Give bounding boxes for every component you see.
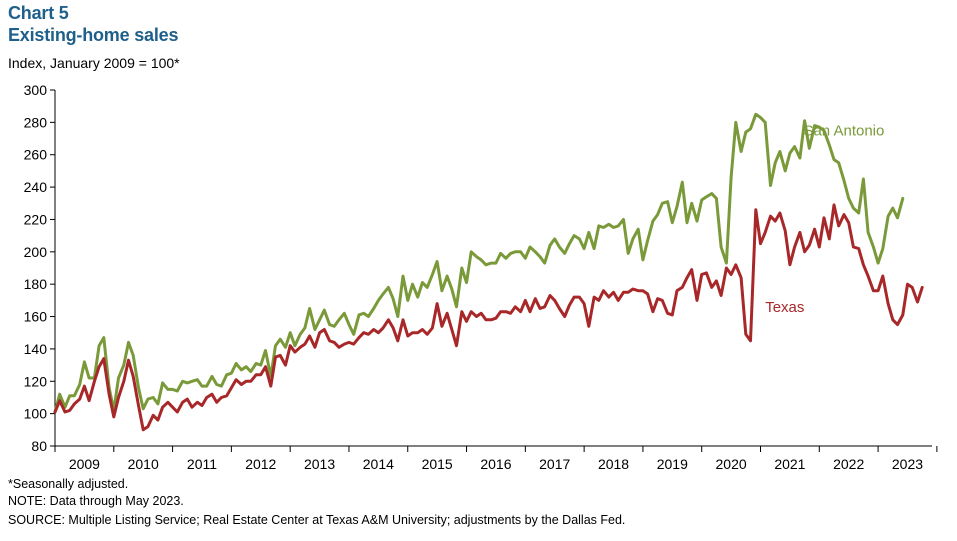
chart-axes bbox=[50, 89, 938, 452]
y-tick-label: 260 bbox=[24, 147, 48, 163]
x-tick-label: 2020 bbox=[716, 456, 747, 472]
x-tick-label: 2014 bbox=[363, 456, 394, 472]
series-label-texas: Texas bbox=[765, 299, 804, 316]
chart-number: Chart 5 bbox=[8, 3, 69, 23]
y-tick-label: 160 bbox=[24, 309, 48, 325]
y-tick-label: 180 bbox=[24, 276, 48, 292]
x-tick-label: 2022 bbox=[833, 456, 864, 472]
y-tick-label: 280 bbox=[24, 114, 48, 130]
series-line-texas bbox=[53, 203, 924, 432]
x-tick-label: 2010 bbox=[128, 456, 159, 472]
x-tick-label: 2013 bbox=[304, 456, 335, 472]
x-tick-label: 2018 bbox=[598, 456, 629, 472]
y-tick-label: 100 bbox=[24, 406, 48, 422]
x-tick-label: 2012 bbox=[245, 456, 276, 472]
x-tick-label: 2017 bbox=[539, 456, 570, 472]
y-tick-labels: 80 100 120 140 160 180 200 220 240 260 280 300 bbox=[24, 82, 48, 454]
x-tick-label: 2023 bbox=[892, 456, 923, 472]
y-tick-label: 200 bbox=[24, 244, 48, 260]
x-tick-label: 2016 bbox=[480, 456, 511, 472]
x-tick-labels: 2009 2010 2011 2012 2013 2014 2015 2016 2017 2018… bbox=[69, 456, 923, 472]
x-tick-label: 2015 bbox=[422, 456, 453, 472]
chart-title: Existing-home sales bbox=[8, 25, 179, 45]
series-lines bbox=[53, 112, 924, 432]
x-tick-label: 2019 bbox=[657, 456, 688, 472]
y-tick-label: 140 bbox=[24, 341, 48, 357]
series-line-san-antonio bbox=[53, 112, 905, 414]
y-tick-label: 300 bbox=[24, 82, 48, 98]
y-axis-label: Index, January 2009 = 100* bbox=[8, 55, 180, 71]
series-labels: San Antonio Texas bbox=[765, 122, 884, 315]
footnote-seasonally-adjusted: *Seasonally adjusted. bbox=[8, 477, 129, 491]
y-tick-label: 80 bbox=[31, 438, 47, 454]
y-tick-label: 120 bbox=[24, 373, 48, 389]
y-tick-label: 240 bbox=[24, 179, 48, 195]
x-tick-label: 2021 bbox=[774, 456, 805, 472]
x-tick-label: 2009 bbox=[69, 456, 100, 472]
footnote-source: SOURCE: Multiple Listing Service; Real E… bbox=[8, 513, 626, 527]
y-tick-label: 220 bbox=[24, 211, 48, 227]
series-label-san-antonio: San Antonio bbox=[803, 122, 884, 139]
footnote-data-through: NOTE: Data through May 2023. bbox=[8, 494, 184, 508]
x-tick-label: 2011 bbox=[187, 456, 217, 472]
